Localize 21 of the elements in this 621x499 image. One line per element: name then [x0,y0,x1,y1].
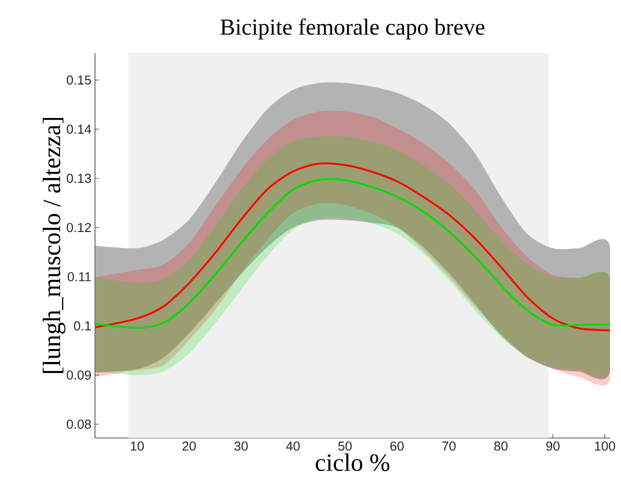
x-tick-label: 100 [594,442,616,451]
x-tick-label: 30 [234,442,248,451]
y-tick-label: 0.11 [68,272,91,282]
y-tick-label: 0.1 [74,321,91,330]
x-tick-label: 20 [182,442,196,451]
x-tick-label: 50 [338,442,352,451]
y-tick-label: 0.08 [66,420,91,429]
y-tick-label: 0.14 [66,124,92,134]
y-tick-label: 0.09 [66,370,91,380]
x-tick-label: 60 [390,442,404,451]
x-tick-label: 10 [130,442,144,451]
x-tick-label: 40 [286,442,300,451]
x-tick-label: 80 [494,442,508,451]
x-axis-title: ciclo % [316,454,390,472]
y-tick-label: 0.15 [66,75,91,85]
y-tick-label: 0.13 [66,174,91,183]
chart-title: Bicipite femorale capo breve [220,18,484,40]
x-tick-label: 90 [546,442,560,451]
x-tick-label: 70 [442,442,456,451]
y-axis-title: [lungh_muscolo / altezza] [42,118,66,373]
y-tick-label: 0.12 [66,222,91,232]
